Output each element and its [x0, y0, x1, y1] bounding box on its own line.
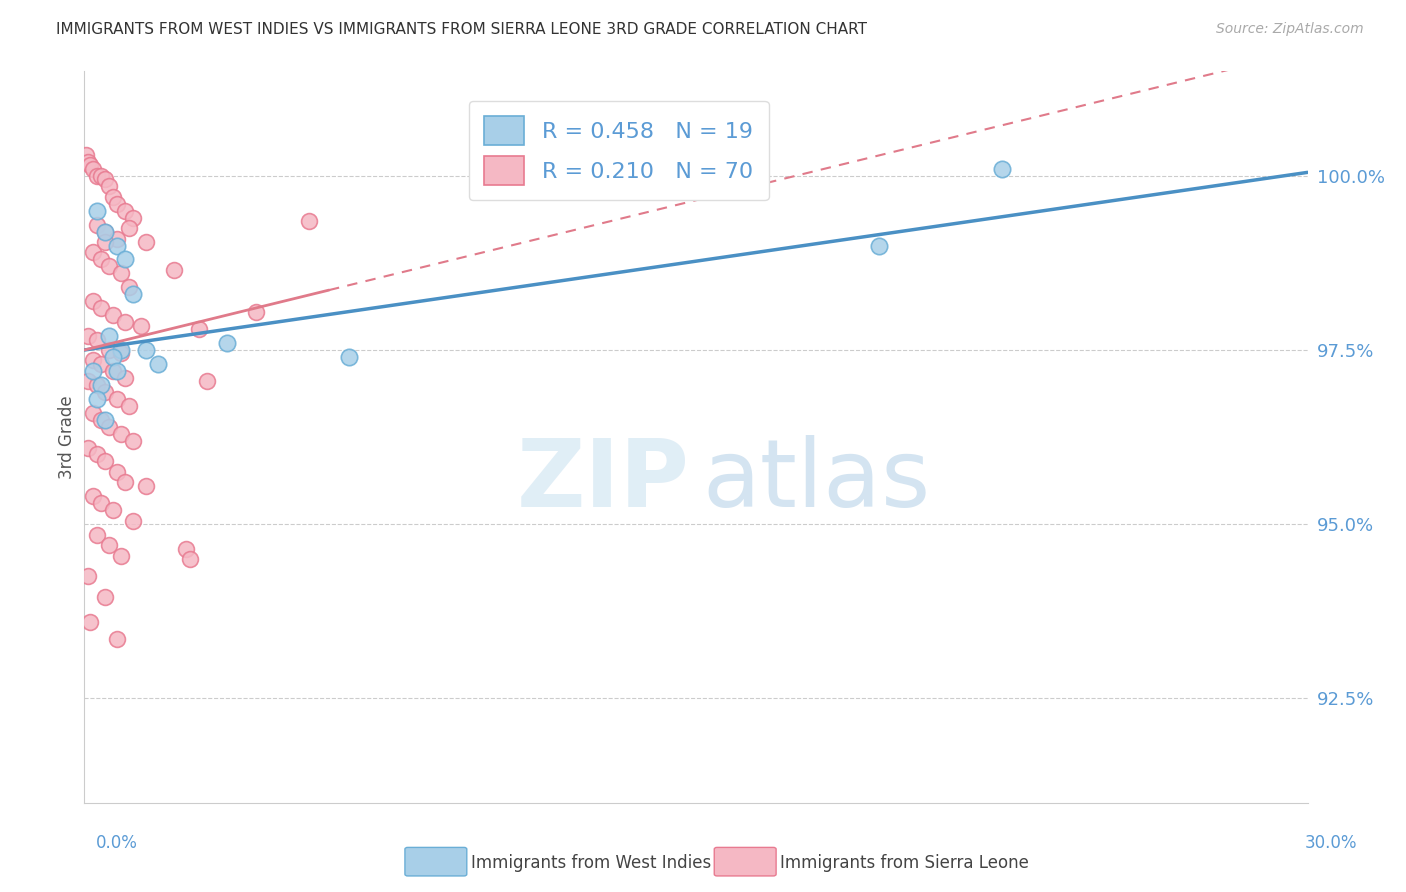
Text: ZIP: ZIP [517, 435, 690, 527]
Point [131, 318, 153, 333]
Point [90, 377, 112, 392]
Point [93, 384, 115, 399]
Point [93, 225, 115, 239]
Point [97, 343, 120, 357]
Text: IMMIGRANTS FROM WEST INDIES VS IMMIGRANTS FROM SIERRA LEONE 3RD GRADE CORRELATIO: IMMIGRANTS FROM WEST INDIES VS IMMIGRANT… [56, 22, 868, 37]
Point [77, 375, 100, 389]
Point [110, 346, 132, 360]
Point [86, 203, 108, 218]
Point [93, 454, 115, 468]
Point [93, 172, 115, 186]
Point [79, 615, 101, 629]
Point [86, 333, 108, 347]
Text: 30.0%: 30.0% [1305, 834, 1357, 852]
Point [93, 412, 115, 426]
Point [82, 161, 104, 176]
Point [114, 252, 136, 267]
Point [122, 434, 145, 448]
Point [245, 304, 267, 318]
Point [110, 266, 132, 280]
Point [90, 301, 112, 316]
Point [118, 280, 141, 294]
Point [114, 371, 136, 385]
Point [79, 158, 101, 172]
Point [135, 479, 157, 493]
Point [82, 406, 104, 420]
Point [105, 392, 128, 406]
Point [869, 238, 891, 252]
Point [179, 552, 201, 566]
Point [339, 350, 361, 364]
Point [110, 426, 132, 441]
Point [991, 161, 1014, 176]
Text: atlas: atlas [702, 435, 931, 527]
Point [101, 364, 124, 378]
Point [86, 218, 108, 232]
Point [97, 538, 120, 552]
Point [82, 489, 104, 503]
Point [101, 190, 124, 204]
Point [93, 235, 115, 249]
Point [174, 541, 197, 556]
Point [86, 169, 108, 183]
Point [298, 214, 321, 228]
Point [86, 448, 108, 462]
Point [86, 527, 108, 541]
Text: Immigrants from West Indies: Immigrants from West Indies [471, 854, 711, 871]
Point [93, 225, 115, 239]
Point [90, 169, 112, 183]
Point [217, 336, 239, 351]
Point [75, 148, 97, 162]
Point [101, 308, 124, 322]
Point [195, 375, 218, 389]
Point [105, 231, 128, 245]
Point [114, 315, 136, 329]
Point [90, 496, 112, 510]
Point [97, 329, 120, 343]
Text: Source: ZipAtlas.com: Source: ZipAtlas.com [1216, 22, 1364, 37]
Point [114, 475, 136, 490]
Point [122, 211, 145, 225]
Point [135, 343, 157, 357]
Point [77, 441, 100, 455]
Text: Immigrants from Sierra Leone: Immigrants from Sierra Leone [780, 854, 1029, 871]
Point [97, 260, 120, 274]
Point [114, 203, 136, 218]
Point [135, 235, 157, 249]
Point [105, 238, 128, 252]
Point [90, 412, 112, 426]
Point [118, 221, 141, 235]
Point [105, 632, 128, 646]
Point [105, 465, 128, 479]
Point [146, 357, 169, 371]
Point [101, 350, 124, 364]
Point [82, 353, 104, 368]
Y-axis label: 3rd Grade: 3rd Grade [58, 395, 76, 479]
Point [86, 377, 108, 392]
Point [93, 591, 115, 605]
Text: 0.0%: 0.0% [96, 834, 138, 852]
Point [105, 364, 128, 378]
Point [77, 329, 100, 343]
Point [90, 252, 112, 267]
Point [163, 263, 186, 277]
Point [82, 245, 104, 260]
Point [82, 294, 104, 309]
Point [97, 419, 120, 434]
Point [82, 364, 104, 378]
Legend: R = 0.458   N = 19, R = 0.210   N = 70: R = 0.458 N = 19, R = 0.210 N = 70 [468, 101, 769, 200]
Point [187, 322, 209, 336]
Point [110, 343, 132, 357]
Point [105, 196, 128, 211]
Point [101, 503, 124, 517]
Point [77, 155, 100, 169]
Point [90, 357, 112, 371]
Point [110, 549, 132, 563]
Point [86, 392, 108, 406]
Point [122, 514, 145, 528]
Point [97, 179, 120, 194]
Point [118, 399, 141, 413]
Point [122, 287, 145, 301]
Point [77, 569, 100, 583]
